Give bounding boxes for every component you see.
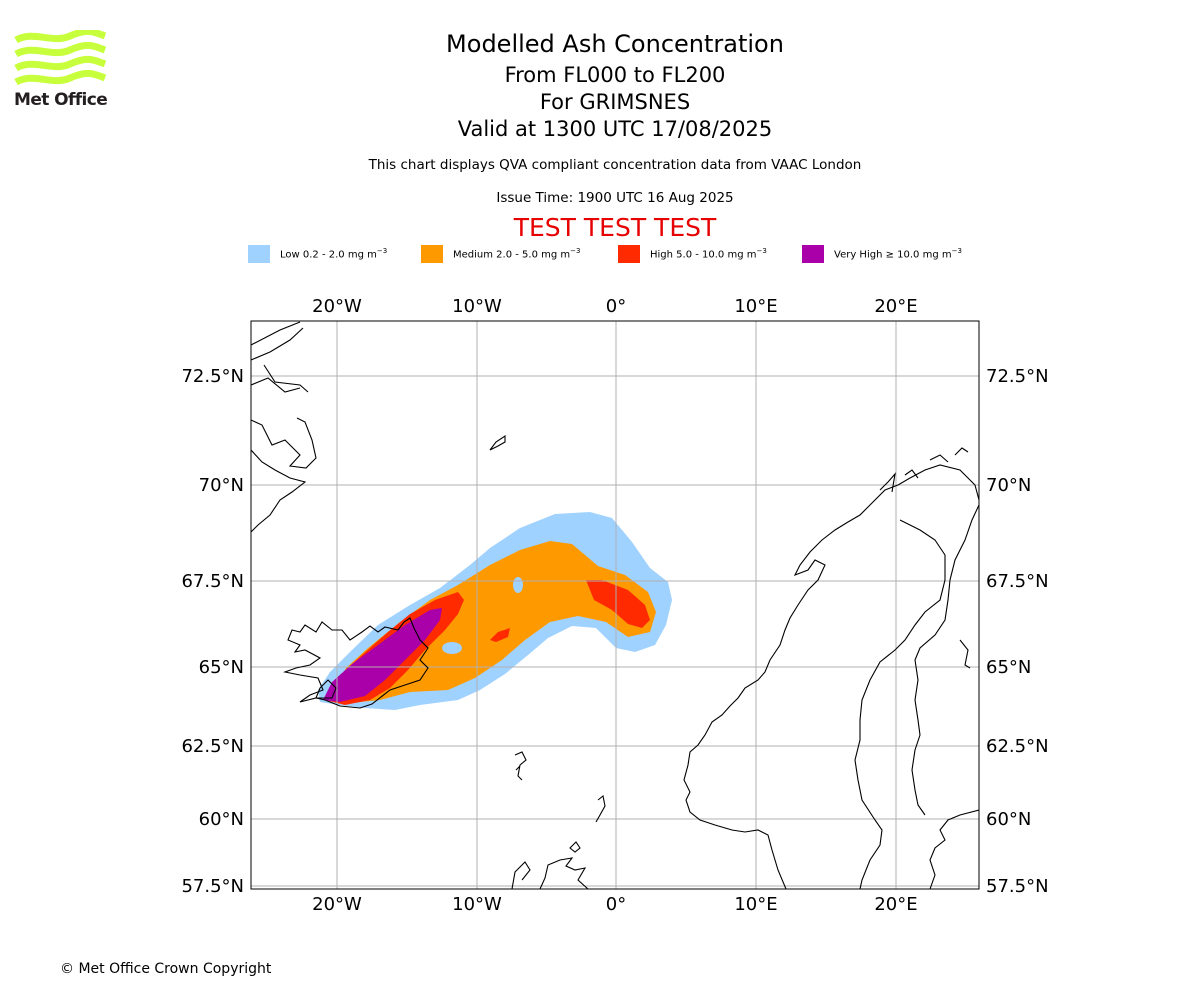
lat-tick-right: 67.5°N (986, 571, 1049, 592)
valid-time: Valid at 1300 UTC 17/08/2025 (457, 117, 773, 141)
lon-tick-bottom: 10°E (734, 894, 777, 915)
logo-text: Met Office (14, 90, 108, 110)
lon-tick-top: 20°E (874, 296, 917, 317)
legend-item-medium: Medium 2.0 - 5.0 mg m−3 (421, 244, 580, 264)
lat-tick-left: 65°N (199, 657, 244, 678)
coastline-shetland (595, 795, 606, 823)
ash-very-high-region (323, 608, 442, 702)
lon-tick-top: 20°W (312, 296, 362, 317)
lon-tick-bottom: 10°W (452, 894, 502, 915)
coastline-faroe-islands (514, 751, 527, 781)
lat-tick-right: 57.5°N (986, 876, 1049, 897)
coastline-lofoten (879, 447, 969, 493)
lat-tick-right: 72.5°N (986, 366, 1049, 387)
coastline-bothnia (911, 504, 979, 889)
legend-swatch-low (248, 245, 270, 263)
gridlines (251, 321, 979, 889)
legend-label-high: High 5.0 - 10.0 mg m−3 (650, 247, 767, 261)
ash-medium-hole-2 (442, 642, 462, 654)
lat-tick-left: 67.5°N (181, 571, 244, 592)
legend-item-very-high: Very High ≥ 10.0 mg m−3 (802, 244, 962, 264)
legend-swatch-very-high (802, 245, 824, 263)
lat-tick-left: 60°N (199, 809, 244, 830)
coastline-jan-mayen (489, 434, 506, 451)
lat-tick-right: 65°N (986, 657, 1031, 678)
lat-tick-left: 72.5°N (181, 366, 244, 387)
lon-tick-bottom: 0° (606, 894, 626, 915)
met-office-logo-icon (14, 30, 106, 86)
lon-ticks-top: 20°W 10°W 0° 10°E 20°E (312, 296, 917, 317)
lon-tick-bottom: 20°E (874, 894, 917, 915)
legend-swatch-high (618, 245, 640, 263)
coastline-iceland (282, 617, 429, 709)
lat-ticks-right: 72.5°N 70°N 67.5°N 65°N 62.5°N 60°N 57.5… (986, 366, 1049, 897)
lat-tick-left: 70°N (199, 475, 244, 496)
legend-swatch-medium (421, 245, 443, 263)
legend-label-low: Low 0.2 - 2.0 mg m−3 (280, 247, 388, 261)
lat-tick-right: 60°N (986, 809, 1031, 830)
volcano-name: For GRIMSNES (539, 90, 691, 114)
lat-ticks-left: 72.5°N 70°N 67.5°N 65°N 62.5°N 60°N 57.5… (181, 366, 244, 897)
legend-label-very-high: Very High ≥ 10.0 mg m−3 (834, 247, 962, 261)
coastline-reykjanes (315, 679, 337, 699)
legend-label-medium: Medium 2.0 - 5.0 mg m−3 (453, 247, 581, 261)
coastline-scotland (511, 841, 589, 889)
lon-tick-top: 0° (606, 296, 626, 317)
ash-medium-hole-1 (513, 577, 523, 593)
coastline-norway (683, 464, 979, 889)
test-banner: TEST TEST TEST (513, 213, 717, 242)
lon-tick-top: 10°W (452, 296, 502, 317)
chart-title: Modelled Ash Concentration (446, 30, 784, 58)
map-frame (250, 320, 980, 890)
legend-item-low: Low 0.2 - 2.0 mg m−3 (248, 244, 387, 264)
legend-item-high: High 5.0 - 10.0 mg m−3 (618, 244, 767, 264)
lat-tick-left: 57.5°N (181, 876, 244, 897)
copyright-notice: © Met Office Crown Copyright (60, 961, 272, 977)
lat-tick-left: 62.5°N (181, 736, 244, 757)
coastline-greenland (251, 321, 317, 533)
map-area (251, 321, 979, 889)
ash-high-small-patch (490, 628, 510, 642)
flight-level-range: From FL000 to FL200 (504, 63, 726, 87)
issue-time: Issue Time: 1900 UTC 16 Aug 2025 (496, 190, 734, 206)
lat-tick-right: 62.5°N (986, 736, 1049, 757)
lat-tick-right: 70°N (986, 475, 1031, 496)
ash-high-east-region (586, 580, 650, 628)
lon-tick-top: 10°E (734, 296, 777, 317)
chart-description: This chart displays QVA compliant concen… (368, 157, 862, 173)
border-norway-sweden (854, 519, 946, 889)
coastlines (251, 321, 979, 889)
lon-tick-bottom: 20°W (312, 894, 362, 915)
lon-ticks-bottom: 20°W 10°W 0° 10°E 20°E (312, 894, 917, 915)
